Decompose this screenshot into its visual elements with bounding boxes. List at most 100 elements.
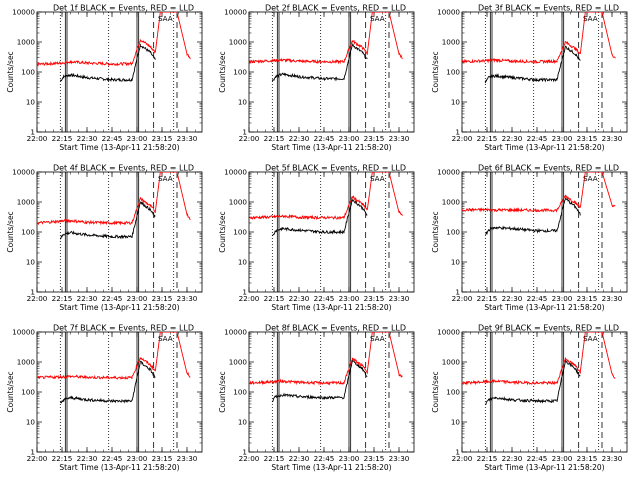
x-tick-label: 23:00 <box>339 294 360 303</box>
x-tick-label: 22:30 <box>77 454 98 463</box>
x-tick-label: 22:45 <box>527 134 548 143</box>
series-line-events <box>271 198 368 237</box>
y-tick-label: 100 <box>446 228 460 237</box>
series-line-lld <box>462 172 616 213</box>
x-tick-label: 22:15 <box>52 134 73 143</box>
x-tick-label: 22:30 <box>289 134 310 143</box>
y-tick-label: 10 <box>238 258 248 267</box>
y-tick-label: 1000 <box>17 198 36 207</box>
x-tick-label: 23:15 <box>364 454 385 463</box>
y-tick-label: 1000 <box>442 358 461 367</box>
x-tick-label: 23:00 <box>127 454 148 463</box>
x-tick-label: 22:45 <box>314 134 335 143</box>
series-line-events <box>485 359 581 405</box>
x-tick-label: 22:00 <box>27 294 48 303</box>
x-tick-label: 23:15 <box>152 294 173 303</box>
x-tick-label: 22:30 <box>502 454 523 463</box>
chart-title: Det 1f BLACK = Events, RED = LLD <box>53 4 194 13</box>
x-axis-label: Start Time (13-Apr-11 21:58:20) <box>271 463 391 472</box>
y-tick-label: 10 <box>26 418 36 427</box>
x-tick-label: 22:00 <box>452 134 473 143</box>
y-tick-label: 10000 <box>437 8 460 17</box>
y-tick-label: 10000 <box>224 328 247 337</box>
x-tick-label: 22:15 <box>477 294 498 303</box>
y-tick-label: 1000 <box>229 198 248 207</box>
x-tick-label: 23:15 <box>364 294 385 303</box>
y-tick-label: 1 <box>30 128 35 137</box>
x-tick-label: 23:00 <box>339 454 360 463</box>
y-axis-label: Counts/sec <box>6 211 15 252</box>
y-tick-label: 10 <box>26 258 36 267</box>
y-tick-label: 1000 <box>17 38 36 47</box>
x-tick-label: 22:15 <box>477 454 498 463</box>
saa-annotation: SAA <box>583 334 598 343</box>
y-tick-label: 10000 <box>12 8 35 17</box>
series-line-events <box>59 43 156 83</box>
x-tick-label: 23:00 <box>127 134 148 143</box>
panel-6: Det 6f BLACK = Events, RED = LLD 1 10 100 10… <box>431 164 628 312</box>
panel-5: Det 5f BLACK = Events, RED = LLD 1 10 100 10… <box>218 164 415 312</box>
y-tick-label: 100 <box>21 68 35 77</box>
series-line-lld <box>462 332 616 386</box>
x-tick-label: 23:15 <box>577 134 598 143</box>
y-tick-label: 1 <box>455 448 460 457</box>
y-tick-label: 1000 <box>229 38 248 47</box>
x-tick-label: 22:30 <box>502 294 523 303</box>
series-line-lld <box>249 332 403 386</box>
y-axis-label: Counts/sec <box>6 51 15 92</box>
x-tick-label: 22:15 <box>264 454 285 463</box>
series-group <box>249 332 403 403</box>
x-tick-label: 23:15 <box>577 294 598 303</box>
y-tick-label: 10 <box>26 98 36 107</box>
y-tick-label: 1000 <box>442 198 461 207</box>
y-tick-label: 1 <box>455 128 460 137</box>
x-tick-label: 22:00 <box>452 294 473 303</box>
x-tick-label: 22:15 <box>477 134 498 143</box>
chart-title: Det 5f BLACK = Events, RED = LLD <box>265 164 406 173</box>
x-tick-label: 22:45 <box>102 454 123 463</box>
x-tick-label: 23:15 <box>152 454 173 463</box>
x-tick-label: 22:30 <box>77 294 98 303</box>
series-group <box>37 172 191 240</box>
y-tick-label: 1000 <box>229 358 248 367</box>
x-tick-label: 22:15 <box>52 294 73 303</box>
x-axis-label: Start Time (13-Apr-11 21:58:20) <box>484 303 604 312</box>
y-tick-label: 100 <box>233 388 247 397</box>
x-tick-label: 22:00 <box>239 294 260 303</box>
x-axis-label: Start Time (13-Apr-11 21:58:20) <box>484 143 604 152</box>
x-tick-label: 22:00 <box>239 454 260 463</box>
x-axis-label: Start Time (13-Apr-11 21:58:20) <box>59 143 179 152</box>
y-tick-label: 10 <box>451 98 461 107</box>
x-tick-label: 22:30 <box>289 294 310 303</box>
x-tick-label: 22:45 <box>314 294 335 303</box>
x-tick-label: 23:15 <box>364 134 385 143</box>
x-tick-label: 22:00 <box>452 454 473 463</box>
x-tick-label: 23:00 <box>339 134 360 143</box>
y-tick-label: 10 <box>451 258 461 267</box>
series-line-lld <box>37 172 191 226</box>
series-line-lld <box>37 12 191 67</box>
series-line-lld <box>249 12 403 65</box>
y-axis-label: Counts/sec <box>218 211 227 252</box>
x-tick-label: 22:30 <box>502 134 523 143</box>
x-tick-label: 23:30 <box>602 134 623 143</box>
x-axis-label: Start Time (13-Apr-11 21:58:20) <box>59 463 179 472</box>
saa-annotation: SAA <box>158 334 173 343</box>
series-group <box>37 12 191 83</box>
x-tick-label: 22:15 <box>264 294 285 303</box>
chart-title: Det 8f BLACK = Events, RED = LLD <box>265 324 406 333</box>
y-tick-label: 100 <box>21 228 35 237</box>
series-line-lld <box>249 172 403 221</box>
x-axis-label: Start Time (13-Apr-11 21:58:20) <box>271 143 391 152</box>
x-tick-label: 23:00 <box>127 294 148 303</box>
chart-title: Det 6f BLACK = Events, RED = LLD <box>478 164 619 173</box>
y-tick-label: 10000 <box>224 168 247 177</box>
panel-3: Det 3f BLACK = Events, RED = LLD 1 10 100 10… <box>431 4 628 152</box>
series-group <box>462 332 616 405</box>
series-line-lld <box>462 12 616 65</box>
series-line-events <box>484 45 581 84</box>
chart-title: Det 9f BLACK = Events, RED = LLD <box>478 324 619 333</box>
chart-title: Det 4f BLACK = Events, RED = LLD <box>53 164 194 173</box>
x-tick-label: 23:15 <box>152 134 173 143</box>
y-tick-label: 1 <box>242 448 247 457</box>
